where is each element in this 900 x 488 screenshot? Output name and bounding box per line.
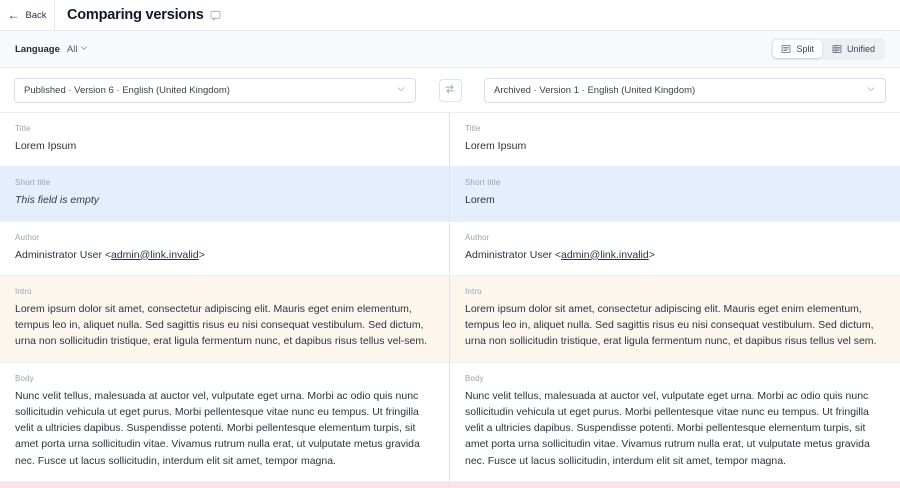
chevron-down-icon bbox=[80, 44, 88, 55]
right-version-cell: Archived · Version 1 · English (United K… bbox=[470, 77, 900, 103]
field-value: Nunc velit tellus, malesuada at auctor v… bbox=[15, 389, 420, 467]
diff-cell-left: Intro Lorem ipsum dolor sit amet, consect… bbox=[0, 275, 450, 362]
page-title: Comparing versions bbox=[67, 7, 204, 23]
diff-cell-left: Author Administrator User <admin@link.inv… bbox=[0, 221, 450, 275]
right-version-select[interactable]: Archived · Version 1 · English (United K… bbox=[484, 77, 886, 103]
field-value: Lorem ipsum dolor sit amet, consectetur … bbox=[15, 302, 428, 348]
field-value: Lorem ipsum dolor sit amet, consectetur … bbox=[465, 302, 877, 348]
field-label: Intro bbox=[465, 286, 482, 296]
view-mode-split-label: Split bbox=[796, 44, 814, 54]
diff-cell-left: Time12:00 bbox=[0, 481, 450, 488]
diff-row: Time12:00TimeThis field is empty bbox=[0, 481, 900, 488]
field-label: Author bbox=[15, 232, 40, 242]
left-version-value: Published · Version 6 · English (United … bbox=[24, 84, 230, 96]
field-value: Lorem Ipsum bbox=[15, 140, 77, 152]
version-selector-row: Published · Version 6 · English (United … bbox=[0, 68, 900, 113]
view-mode-toggle: Split Unified bbox=[771, 38, 885, 60]
view-mode-unified-button[interactable]: Unified bbox=[824, 40, 883, 58]
swap-arrows-icon bbox=[444, 83, 456, 98]
language-filter-label: Language bbox=[15, 43, 60, 55]
page-title-group: Comparing versions bbox=[55, 0, 221, 30]
diff-row: Author Administrator User <admin@link.inv… bbox=[0, 221, 900, 276]
diff-cell-left: Short title This field is empty bbox=[0, 167, 450, 221]
field-label: Short title bbox=[15, 178, 51, 188]
field-value: Nunc velit tellus, malesuada at auctor v… bbox=[465, 389, 870, 467]
right-version-value: Archived · Version 1 · English (United K… bbox=[494, 84, 696, 96]
field-label: Author bbox=[465, 232, 490, 242]
field-label: Short title bbox=[465, 178, 501, 188]
field-value: Administrator User <admin@link.invalid> bbox=[15, 248, 205, 261]
language-filter-dropdown[interactable]: All bbox=[67, 44, 89, 55]
diff-cell-right: Short title Lorem bbox=[450, 167, 900, 221]
diff-row: Title Lorem Ipsum Title Lorem Ipsum bbox=[0, 113, 900, 168]
swap-versions-button[interactable] bbox=[438, 78, 462, 102]
chevron-down-icon bbox=[866, 84, 876, 97]
view-mode-unified-label: Unified bbox=[846, 44, 875, 54]
language-filter-value: All bbox=[66, 43, 78, 55]
author-email-link[interactable]: admin@link.invalid bbox=[561, 248, 649, 261]
field-value: Administrator User <admin@link.invalid> bbox=[465, 248, 655, 261]
left-version-select[interactable]: Published · Version 6 · English (United … bbox=[14, 77, 416, 103]
language-filter: Language All bbox=[15, 44, 88, 55]
unified-view-icon bbox=[832, 44, 842, 54]
diff-cell-right: Title Lorem Ipsum bbox=[450, 113, 900, 167]
field-label: Title bbox=[15, 124, 31, 133]
field-value: This field is empty bbox=[15, 194, 100, 207]
diff-row: Intro Lorem ipsum dolor sit amet, consect… bbox=[0, 275, 900, 363]
top-bar: ← Back Comparing versions bbox=[0, 0, 900, 31]
field-label: Body bbox=[465, 373, 484, 383]
field-label: Title bbox=[465, 124, 481, 133]
view-mode-split-button[interactable]: Split bbox=[773, 40, 822, 58]
comment-icon[interactable] bbox=[210, 10, 221, 21]
chevron-down-icon bbox=[396, 84, 406, 97]
back-button-label: Back bbox=[25, 9, 47, 21]
filter-toolbar: Language All Split bbox=[0, 31, 900, 68]
diff-cell-right: TimeThis field is empty bbox=[450, 481, 900, 488]
diff-row: Body Nunc velit tellus, malesuada at auct… bbox=[0, 362, 900, 482]
diff-cell-left: Title Lorem Ipsum bbox=[0, 113, 450, 167]
field-value: Lorem bbox=[465, 194, 495, 207]
swap-versions-cell bbox=[430, 78, 470, 102]
split-view-icon bbox=[781, 44, 791, 54]
field-value: Lorem Ipsum bbox=[465, 140, 527, 152]
diff-cell-left: Body Nunc velit tellus, malesuada at auct… bbox=[0, 362, 450, 481]
diff-row: Short title This field is empty Short titl… bbox=[0, 167, 900, 222]
author-email-link[interactable]: admin@link.invalid bbox=[111, 248, 199, 261]
diff-cell-right: Author Administrator User <admin@link.inv… bbox=[450, 221, 900, 275]
diff-cell-right: Body Nunc velit tellus, malesuada at auct… bbox=[450, 362, 900, 481]
arrow-left-icon: ← bbox=[7, 8, 20, 22]
left-version-cell: Published · Version 6 · English (United … bbox=[0, 77, 430, 103]
field-label: Intro bbox=[15, 286, 32, 296]
back-button[interactable]: ← Back bbox=[0, 0, 55, 30]
version-diff-table: Title Lorem Ipsum Title Lorem Ipsum Short ti… bbox=[0, 113, 900, 488]
diff-cell-right: Intro Lorem ipsum dolor sit amet, consect… bbox=[450, 275, 900, 362]
field-label: Body bbox=[15, 373, 34, 383]
